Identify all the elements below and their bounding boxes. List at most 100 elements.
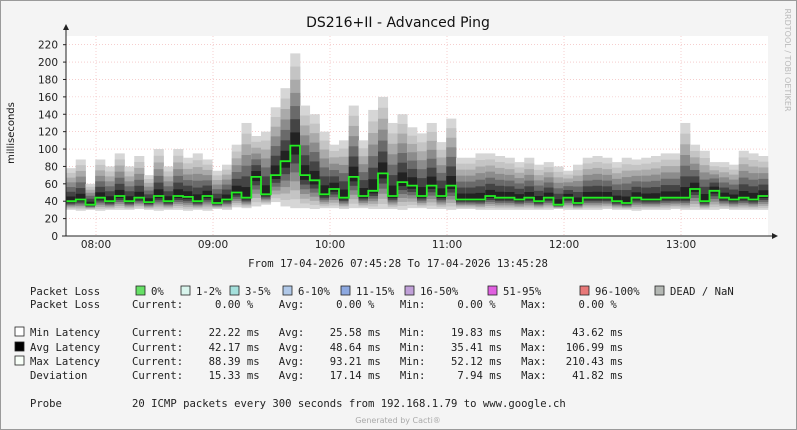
x-tick-label: 08:00	[81, 239, 111, 251]
y-tick-labels: 0 20 40 60 80 100 120 140 160 180 200 220	[38, 40, 58, 243]
latency-band	[602, 192, 613, 200]
loss-swatch	[579, 285, 590, 296]
latency-band	[85, 201, 96, 206]
latency-band	[368, 179, 379, 194]
latency-band	[465, 193, 476, 201]
latency-band	[319, 185, 330, 197]
latency-band	[339, 189, 350, 200]
y-tick-label: 0	[51, 231, 58, 243]
latency-band	[183, 191, 194, 199]
y-tick-label: 140	[38, 109, 58, 121]
loss-label: 51-95%	[503, 286, 542, 298]
latency-band	[280, 150, 291, 168]
stat-line: Deviation Current: 15.33 ms Avg: 17.14 m…	[30, 370, 623, 382]
latency-band	[144, 198, 155, 204]
y-tick-label: 100	[38, 144, 58, 156]
latency-band	[592, 191, 603, 200]
latency-band	[485, 189, 496, 198]
y-tick-label: 120	[38, 127, 58, 139]
latency-band	[173, 189, 184, 198]
latency-band	[524, 192, 535, 200]
latency-band	[729, 194, 740, 201]
latency-band	[105, 196, 116, 203]
latency-band	[670, 191, 681, 200]
y-tick-label: 40	[45, 196, 58, 208]
x-axis-arrow	[772, 233, 778, 239]
x-tick-labels: 08:00 09:00 10:00 11:00 12:00 13:00	[81, 239, 696, 251]
series-swatch	[14, 341, 25, 352]
latency-band	[212, 198, 223, 204]
latency-band	[534, 196, 545, 203]
latency-band	[153, 189, 164, 199]
series-swatch	[14, 326, 25, 337]
latency-band	[75, 193, 86, 202]
stat-line: Min Latency Current: 22.22 ms Avg: 25.58…	[30, 327, 623, 339]
loss-swatch	[340, 285, 351, 296]
latency-band	[699, 194, 710, 203]
x-tick-label: 09:00	[198, 239, 228, 251]
stat-lines: Packet Loss Current: 0.00 % Avg: 0.00 % …	[14, 299, 623, 410]
y-tick-label: 160	[38, 92, 58, 104]
latency-band	[417, 187, 428, 198]
loss-label: 6-10%	[298, 286, 331, 298]
latency-band	[582, 192, 593, 200]
latency-band	[202, 190, 213, 199]
latency-band	[504, 192, 515, 200]
latency-band	[95, 192, 106, 200]
loss-label: 0%	[151, 286, 164, 298]
loss-swatch	[487, 285, 498, 296]
latency-band	[387, 185, 398, 198]
latency-band	[680, 187, 691, 200]
stat-line: Avg Latency Current: 42.17 ms Avg: 48.64…	[30, 342, 623, 354]
x-tick-label: 10:00	[315, 239, 345, 251]
latency-band	[553, 199, 564, 206]
latency-band	[66, 196, 77, 203]
latency-band	[163, 196, 174, 203]
y-tick-label: 60	[45, 179, 58, 191]
latency-band	[612, 195, 623, 203]
loss-label: DEAD / NaN	[670, 286, 734, 298]
x-tick-label: 13:00	[666, 239, 696, 251]
loss-label: 16-50%	[420, 286, 459, 298]
y-axis-arrow	[63, 24, 69, 30]
latency-band	[446, 176, 457, 190]
stat-line: Max Latency Current: 88.39 ms Avg: 93.21…	[30, 356, 623, 368]
latency-band	[426, 176, 437, 189]
watermark: RRDTOOL / TOBI OETIKER	[783, 8, 792, 111]
latency-band	[514, 194, 525, 201]
stat-line: Packet Loss Current: 0.00 % Avg: 0.00 % …	[30, 299, 617, 311]
loss-swatch	[404, 285, 415, 296]
latency-bands	[66, 53, 769, 211]
latency-band	[358, 188, 369, 198]
series-swatch	[14, 355, 25, 366]
latency-band	[124, 196, 135, 203]
latency-band	[261, 185, 272, 196]
x-tick-label: 12:00	[549, 239, 579, 251]
y-tick-label: 220	[38, 40, 58, 52]
latency-band	[270, 165, 281, 179]
latency-band	[495, 191, 506, 200]
chart-title: DS216+II - Advanced Ping	[306, 15, 490, 31]
latency-band	[436, 188, 447, 198]
latency-band	[660, 191, 671, 200]
loss-label: 3-5%	[245, 286, 271, 298]
latency-band	[192, 194, 203, 203]
latency-band	[114, 189, 125, 198]
stat-line: Probe 20 ICMP packets every 300 seconds …	[30, 398, 566, 410]
loss-label: 96-100%	[595, 286, 640, 298]
latency-band	[543, 192, 554, 200]
loss-swatch	[229, 285, 240, 296]
latency-band	[719, 192, 730, 200]
loss-label: 1-2%	[196, 286, 222, 298]
latency-band	[621, 196, 632, 204]
latency-band	[631, 192, 642, 200]
latency-band	[407, 177, 418, 189]
latency-band	[348, 166, 359, 182]
latency-band	[378, 162, 389, 179]
latency-band	[456, 193, 467, 201]
loss-swatch	[282, 285, 293, 296]
latency-band	[690, 182, 701, 193]
avg-latency-line	[66, 144, 768, 206]
latency-band	[738, 191, 749, 200]
axes	[62, 24, 778, 239]
